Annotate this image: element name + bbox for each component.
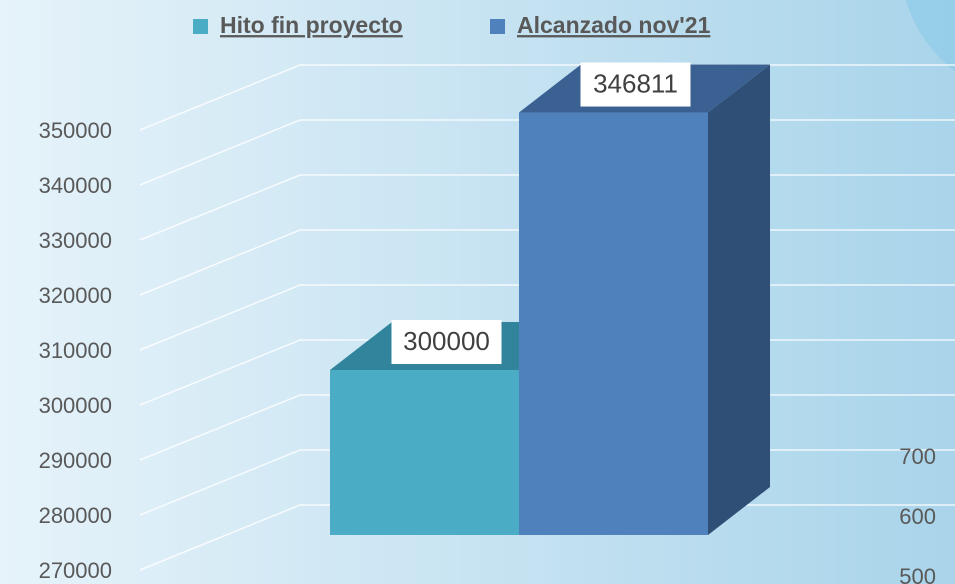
bar (519, 112, 708, 536)
data-label: 346811 (593, 68, 678, 98)
decor-circle (905, 0, 955, 72)
y2-tick-label: 700 (899, 444, 936, 469)
bar (330, 370, 519, 535)
y-tick-label: 300000 (39, 393, 112, 418)
y-tick-label: 350000 (39, 118, 112, 143)
y-tick-label: 310000 (39, 338, 112, 363)
y2-tick-label: 600 (899, 504, 936, 529)
legend-label: Alcanzado nov'21 (517, 12, 711, 38)
data-label: 300000 (403, 326, 490, 356)
legend-swatch (193, 19, 208, 34)
y-tick-label: 270000 (39, 558, 112, 583)
y-tick-label: 330000 (39, 228, 112, 253)
y2-tick-label: 500 (899, 564, 936, 584)
data-label-box (391, 320, 502, 364)
y-tick-label: 280000 (39, 503, 112, 528)
legend-label: Hito fin proyecto (220, 12, 403, 38)
y-tick-label: 340000 (39, 173, 112, 198)
bar-side (708, 64, 770, 536)
data-label-box (580, 62, 691, 107)
y-tick-label: 290000 (39, 448, 112, 473)
y-tick-label: 320000 (39, 283, 112, 308)
legend-swatch (490, 19, 505, 34)
